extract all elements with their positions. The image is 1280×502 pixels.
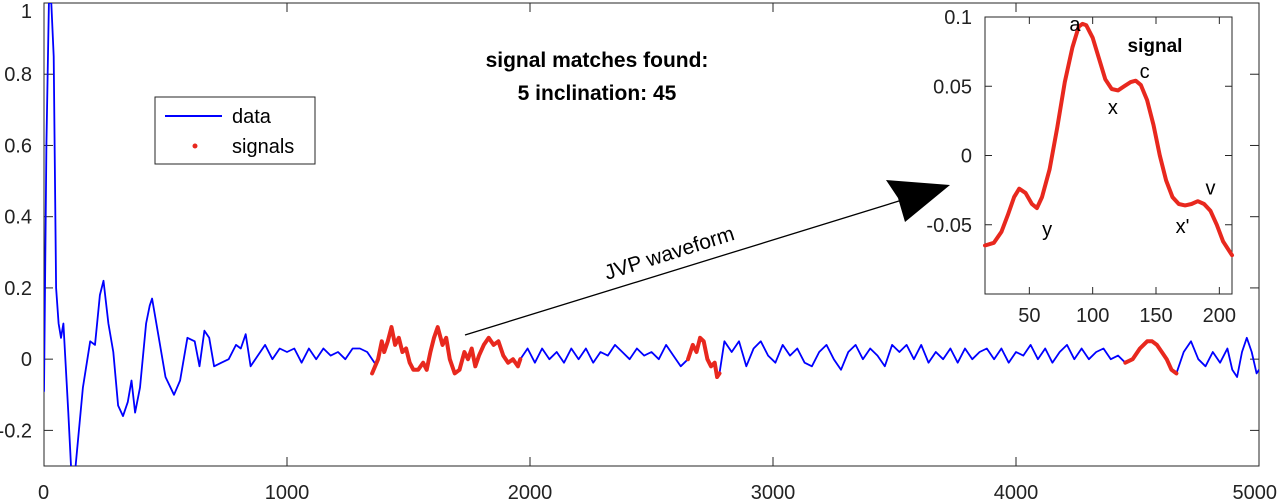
inset-signal-line [983,21,1234,258]
y-tick-label: 0.6 [4,135,32,157]
x-tick-label: 0 [38,482,49,502]
waveform-point-label: x' [1176,216,1190,238]
x-tick-label: 2000 [508,482,553,502]
inset-x-tick-label: 200 [1203,305,1236,327]
x-tick-label: 4000 [994,482,1039,502]
inset-y-tick-label: 0.05 [933,76,972,98]
signal-match-line [1123,339,1179,376]
waveform-point-label: a [1069,14,1081,36]
inset-plot-area [984,16,1233,295]
inset-point-labels: a xc y x' v [1042,14,1215,241]
x-tick-label: 1000 [265,482,310,502]
waveform-point-label: y [1042,219,1052,241]
inset-title: signal [1128,36,1183,57]
jvp-arrow [464,180,950,336]
inset-y-tick-label: -0.05 [926,215,972,237]
signal-match-line [370,325,523,376]
y-tick-label: 1 [21,1,32,23]
y-tick-label: -0.2 [0,420,32,442]
x-tick-label: 5000 [1233,482,1278,502]
y-tick-label: 0.2 [4,278,32,300]
y-tick-label: 0.8 [4,64,32,86]
inset-y-tick-label: 0.1 [944,7,972,29]
legend-signals-label: signals [232,136,294,158]
inset-series-group [983,21,1234,258]
inset-x-tick-label: 100 [1076,305,1109,327]
legend-data-label: data [232,106,272,128]
inset-x-tick-label: 50 [1018,305,1040,327]
y-tick-label: 0.4 [4,207,32,229]
waveform-point-label: v [1205,177,1215,199]
main-series-group [44,3,1259,466]
inset-x-tick-label: 150 [1139,305,1172,327]
x-tick-label: 3000 [751,482,796,502]
chart-title-line-2: 5 inclination: 45 [518,82,677,105]
inset-y-tick-label: 0 [961,146,972,168]
signal-match-line [686,335,722,379]
chart-title-line-1: signal matches found: [486,49,709,72]
legend-box [154,96,316,165]
data-series-line [1175,336,1259,378]
y-tick-label: 0 [21,349,32,371]
data-series-line [519,344,689,368]
jvp-arrow-head [886,180,950,222]
legend-signals-marker [192,143,198,149]
data-series-line [718,340,1127,375]
inset-axis-ticks: 50 100 150 200 0.1 0.05 0 -0.05 [926,7,1236,327]
jvp-arrow-shaft [464,192,926,336]
waveform-point-label: x [1108,97,1118,119]
data-series-line [44,3,376,466]
legend: data signals [154,96,316,165]
waveform-point-label: c [1140,61,1150,83]
